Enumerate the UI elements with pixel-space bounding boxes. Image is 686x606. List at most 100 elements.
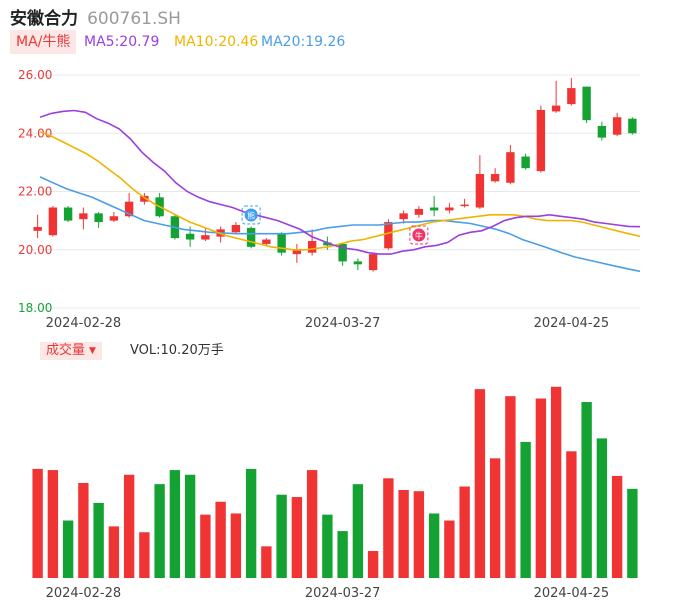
volume-bar xyxy=(230,513,242,578)
ma5-legend: MA5:20.79 xyxy=(84,34,160,50)
candle-body xyxy=(628,118,637,134)
ma20-legend: MA20:19.26 xyxy=(261,34,346,50)
volume-bar xyxy=(93,502,104,578)
volume-bar xyxy=(337,531,348,578)
candle-body xyxy=(353,261,363,265)
marker-label: 牛 xyxy=(415,231,423,241)
volume-bar xyxy=(535,398,547,578)
volume-bar xyxy=(184,474,196,578)
candle-body xyxy=(445,207,454,211)
candle-body xyxy=(277,233,286,253)
volume-bar xyxy=(32,468,43,578)
volume-bar xyxy=(367,551,379,578)
volume-bar xyxy=(459,486,470,578)
candle-body xyxy=(490,174,500,182)
volume-bar xyxy=(62,520,74,578)
ma10-legend: MA10:20.46 xyxy=(174,34,259,50)
candle-body xyxy=(475,174,485,208)
volume-bar xyxy=(322,514,333,578)
volume-toggle-label: 成交量 xyxy=(46,343,86,358)
candle-body xyxy=(307,241,317,253)
candle-body xyxy=(429,207,439,211)
volume-bar xyxy=(520,441,531,578)
candle-body xyxy=(567,88,576,105)
candle-body xyxy=(597,125,607,138)
candle-body xyxy=(201,235,210,240)
volume-x-tick-label: 2024-02-28 xyxy=(46,586,122,601)
candle-body xyxy=(246,227,256,247)
volume-bar xyxy=(596,438,608,578)
volume-bar xyxy=(215,501,226,578)
candle-body xyxy=(368,254,378,271)
marker-label: 熊 xyxy=(247,211,255,221)
candle-body xyxy=(124,201,134,217)
volume-bar xyxy=(352,484,364,578)
volume-bar xyxy=(245,468,257,578)
volume-toggle-button[interactable]: 成交量 ▼ xyxy=(40,342,102,360)
volume-bar xyxy=(413,491,425,578)
ma-toggle-button[interactable]: MA/牛熊 xyxy=(10,30,77,54)
candle-body xyxy=(323,242,332,246)
volume-bar xyxy=(261,546,272,578)
volume-bar xyxy=(169,470,181,578)
candle-body xyxy=(48,207,58,236)
y-tick-label: 22.00 xyxy=(18,185,52,199)
volume-bar xyxy=(550,386,562,578)
candle-body xyxy=(582,86,591,121)
volume-bar xyxy=(581,402,592,578)
candle-body xyxy=(63,207,73,221)
volume-bar xyxy=(428,513,440,578)
volume-bar xyxy=(611,475,623,578)
x-tick-label: 2024-04-25 xyxy=(534,316,610,331)
candle-body xyxy=(94,213,103,223)
bull-badge-icon-frame xyxy=(409,225,429,245)
volume-bar xyxy=(444,520,455,578)
candle-body xyxy=(460,204,469,207)
candle-body xyxy=(384,222,393,249)
bull-badge-icon xyxy=(412,228,426,242)
candle-body xyxy=(521,156,530,169)
volume-bar xyxy=(139,532,150,578)
candle-body xyxy=(231,224,241,233)
volume-bar xyxy=(383,478,394,578)
volume-bar xyxy=(489,458,501,578)
candle-body xyxy=(551,105,561,112)
volume-x-tick-label: 2024-03-27 xyxy=(305,586,381,601)
y-tick-label: 24.00 xyxy=(18,126,52,140)
candle-body xyxy=(33,227,42,231)
volume-bar xyxy=(505,396,516,578)
volume-bar xyxy=(566,451,577,578)
candle-body xyxy=(399,213,408,220)
candle-body xyxy=(292,249,302,255)
volume-bar xyxy=(398,490,409,578)
candle-body xyxy=(79,213,88,220)
volume-bar xyxy=(306,470,318,578)
x-tick-label: 2024-02-28 xyxy=(46,316,122,331)
volume-bar xyxy=(291,497,303,578)
volume-bar xyxy=(200,514,211,578)
stock-name: 安徽合力 xyxy=(10,9,78,29)
volume-x-tick-label: 2024-04-25 xyxy=(534,586,610,601)
volume-bar xyxy=(47,470,59,578)
bear-badge-icon xyxy=(244,208,258,222)
ma5-line xyxy=(39,109,641,255)
bear-badge-icon-frame xyxy=(241,205,261,225)
volume-bar xyxy=(108,526,120,578)
candle-body xyxy=(612,117,622,135)
volume-bar xyxy=(154,484,165,578)
candle-body xyxy=(414,208,424,215)
caret-down-icon: ▼ xyxy=(89,346,96,356)
x-tick-label: 2024-03-27 xyxy=(305,316,381,331)
ma10-line xyxy=(39,131,641,251)
candle-body xyxy=(338,243,347,262)
candle-body xyxy=(506,152,515,183)
stock-code: 600761.SH xyxy=(87,9,181,29)
stock-header: 安徽合力 600761.SH xyxy=(10,4,181,29)
volume-value: VOL:10.20万手 xyxy=(130,343,224,358)
ma20-line xyxy=(39,176,641,273)
volume-bar xyxy=(123,474,135,578)
candle-body xyxy=(536,109,546,172)
y-tick-label: 18.00 xyxy=(18,301,52,315)
candle-body xyxy=(140,195,149,202)
